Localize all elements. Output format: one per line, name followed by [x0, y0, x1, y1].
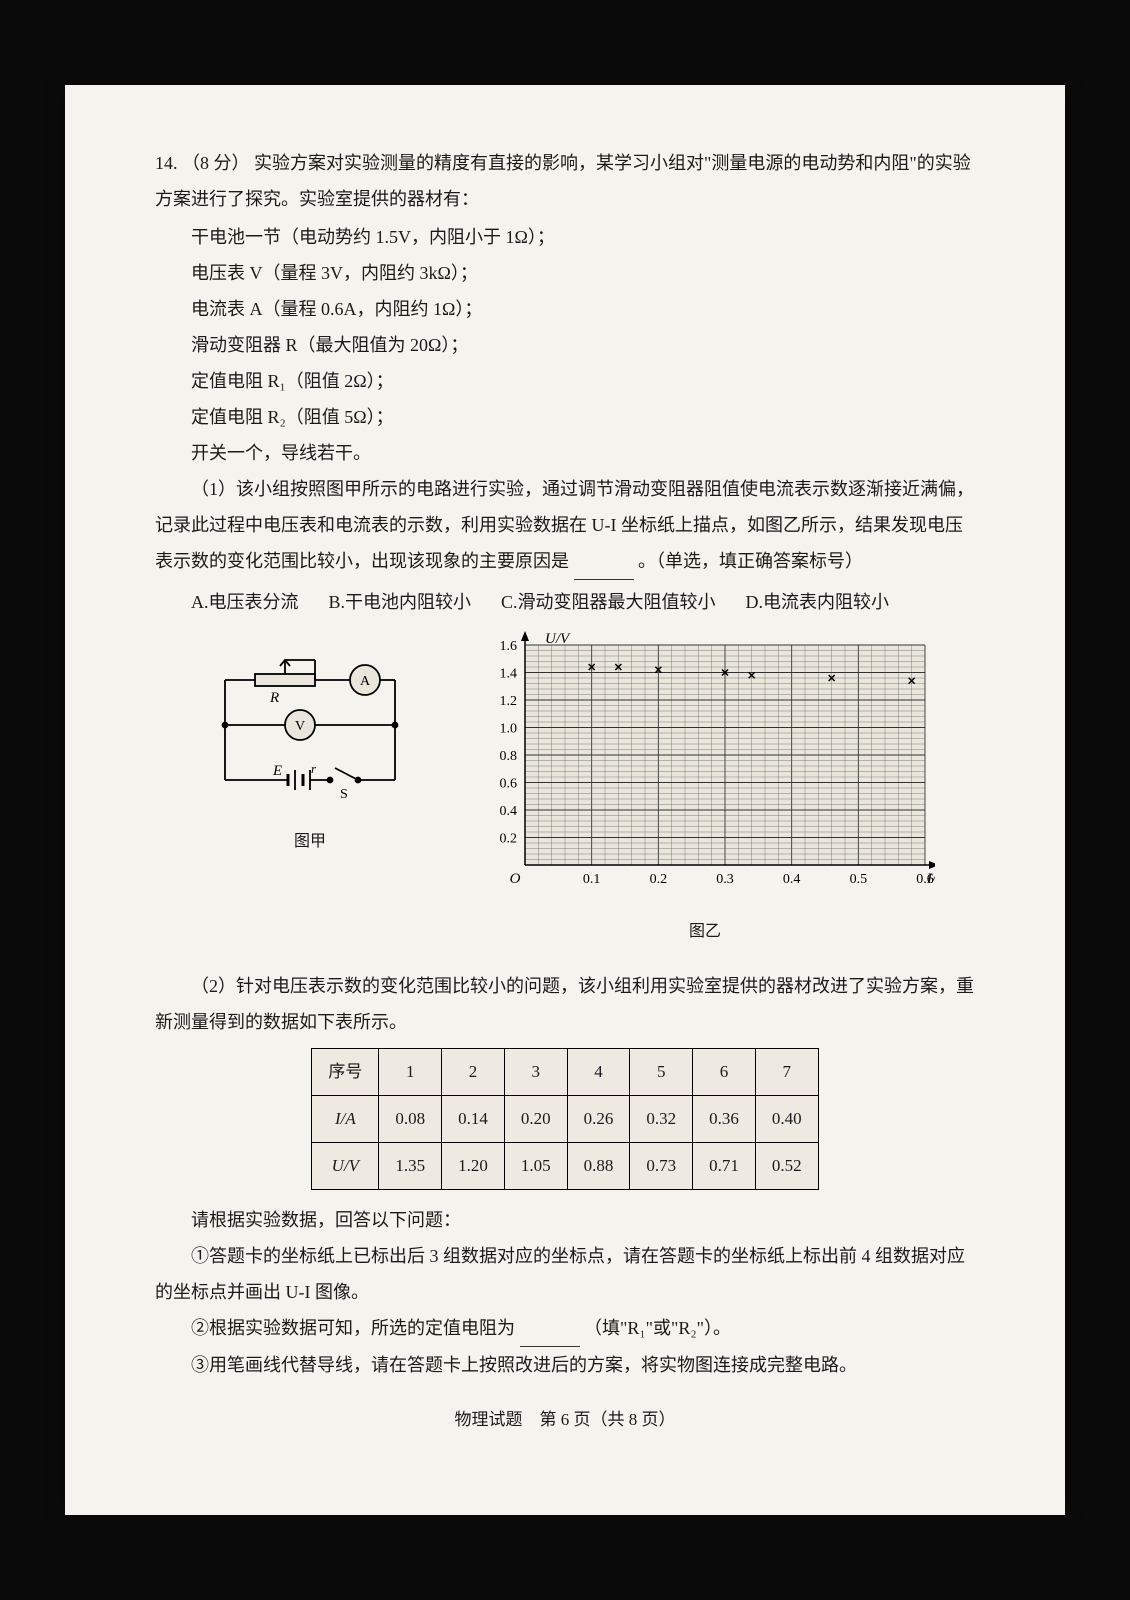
table-cell: 0.32 — [630, 1096, 693, 1143]
table-cell: I/A — [312, 1096, 379, 1143]
blank-2 — [520, 1310, 580, 1347]
material-7: 开关一个，导线若干。 — [155, 435, 975, 471]
figures-row: R A V E r S 图甲 0.1 0.2 0.3 0.4 0.5 0.6 O 0.2 0.4… — [155, 630, 975, 948]
svg-text:0.6: 0.6 — [500, 777, 518, 792]
material-3: 电流表 A（量程 0.6A，内阻约 1Ω）； — [155, 291, 975, 327]
table-header-cell: 3 — [504, 1049, 567, 1096]
question-points: （8 分） — [182, 153, 250, 173]
chart-caption: 图乙 — [475, 916, 935, 948]
part2-q3: ③用笔画线代替导线，请在答题卡上按照改进后的方案，将实物图连接成完整电路。 — [155, 1347, 975, 1383]
svg-text:I/A: I/A — [926, 871, 935, 887]
option-b: B.干电池内阻较小 — [329, 584, 472, 620]
scatter-chart-icon: 0.10.20.30.40.50.6O0.20.40.60.81.01.21.4… — [475, 630, 935, 900]
part2-q2-b: （填"R₁"或"R₂"）。 — [584, 1318, 731, 1338]
circuit-r-label: r — [311, 761, 317, 776]
svg-text:0.5: 0.5 — [850, 872, 868, 887]
part2-q1: ①答题卡的坐标纸上已标出后 3 组数据对应的坐标点，请在答题卡的坐标纸上标出前 … — [155, 1238, 975, 1310]
question-stem: 14. （8 分） 实验方案对实验测量的精度有直接的影响，某学习小组对"测量电源… — [155, 145, 975, 217]
option-c: C.滑动变阻器最大阻值较小 — [501, 584, 716, 620]
table-cell: 0.40 — [755, 1096, 818, 1143]
table-header-cell: 4 — [567, 1049, 630, 1096]
table-cell: 1.20 — [442, 1143, 505, 1190]
table-header-cell: 序号 — [312, 1049, 379, 1096]
svg-text:1.4: 1.4 — [500, 667, 518, 682]
option-d: D.电流表内阻较小 — [746, 584, 890, 620]
part1-suffix: 。（单选，填正确答案标号） — [638, 551, 863, 571]
table-cell: 0.73 — [630, 1143, 693, 1190]
circuit-icon: R A V E r S — [195, 650, 425, 810]
svg-text:0.2: 0.2 — [650, 872, 668, 887]
circuit-E-label: E — [272, 763, 282, 779]
circuit-caption: 图甲 — [195, 826, 425, 858]
question-number: 14. — [155, 153, 178, 173]
circuit-diagram: R A V E r S 图甲 — [195, 650, 425, 858]
option-a: A.电压表分流 — [191, 584, 299, 620]
table-cell: 1.35 — [379, 1143, 442, 1190]
svg-text:0.2: 0.2 — [500, 832, 518, 847]
material-4: 滑动变阻器 R（最大阻值为 20Ω）； — [155, 327, 975, 363]
circuit-S-label: S — [340, 787, 348, 802]
svg-text:0.8: 0.8 — [500, 749, 518, 764]
part2-q2: ②根据实验数据可知，所选的定值电阻为 （填"R₁"或"R₂"）。 — [155, 1310, 975, 1347]
table-header-cell: 5 — [630, 1049, 693, 1096]
table-header-cell: 2 — [442, 1049, 505, 1096]
material-6: 定值电阻 R₂（阻值 5Ω）； — [155, 399, 975, 435]
circuit-A-label: A — [360, 674, 371, 689]
table-header-cell: 6 — [693, 1049, 756, 1096]
exam-page: 14. （8 分） 实验方案对实验测量的精度有直接的影响，某学习小组对"测量电源… — [65, 85, 1065, 1515]
svg-text:1.2: 1.2 — [500, 694, 518, 709]
svg-text:0.1: 0.1 — [583, 872, 601, 887]
table-cell: 0.88 — [567, 1143, 630, 1190]
svg-text:U/V: U/V — [545, 631, 571, 647]
part2-q2-a: ②根据实验数据可知，所选的定值电阻为 — [191, 1318, 515, 1338]
svg-text:0.3: 0.3 — [716, 872, 734, 887]
part2-intro: （2）针对电压表示数的变化范围比较小的问题，该小组利用实验室提供的器材改进了实验… — [155, 968, 975, 1040]
circuit-V-label: V — [295, 719, 305, 734]
table-cell: 0.14 — [442, 1096, 505, 1143]
table-cell: 1.05 — [504, 1143, 567, 1190]
question-intro: 实验方案对实验测量的精度有直接的影响，某学习小组对"测量电源的电动势和内阻"的实… — [155, 153, 971, 209]
table-header-cell: 1 — [379, 1049, 442, 1096]
page-footer: 物理试题 第 6 页（共 8 页） — [155, 1403, 975, 1437]
table-cell: 0.20 — [504, 1096, 567, 1143]
circuit-R-label: R — [269, 690, 279, 706]
table-header-cell: 7 — [755, 1049, 818, 1096]
data-table: 序号1234567 I/A0.080.140.200.260.320.360.40… — [311, 1048, 818, 1190]
blank-1 — [574, 543, 634, 580]
part1-text: （1）该小组按照图甲所示的电路进行实验，通过调节滑动变阻器阻值使电流表示数逐渐接… — [155, 471, 975, 580]
options-row: A.电压表分流 B.干电池内阻较小 C.滑动变阻器最大阻值较小 D.电流表内阻较… — [191, 584, 975, 620]
svg-text:O: O — [510, 871, 521, 887]
table-cell: 0.71 — [693, 1143, 756, 1190]
svg-text:1.6: 1.6 — [500, 639, 518, 654]
part2-prompt: 请根据实验数据，回答以下问题： — [155, 1202, 975, 1238]
chart-container: 0.10.20.30.40.50.6O0.20.40.60.81.01.21.4… — [475, 630, 935, 948]
svg-text:0.4: 0.4 — [500, 804, 518, 819]
table-cell: 0.52 — [755, 1143, 818, 1190]
material-1: 干电池一节（电动势约 1.5V，内阻小于 1Ω）； — [155, 219, 975, 255]
table-cell: 0.08 — [379, 1096, 442, 1143]
table-cell: 0.36 — [693, 1096, 756, 1143]
material-5: 定值电阻 R₁（阻值 2Ω）； — [155, 363, 975, 399]
svg-text:1.0: 1.0 — [500, 722, 518, 737]
table-cell: U/V — [312, 1143, 379, 1190]
svg-text:0.4: 0.4 — [783, 872, 801, 887]
material-2: 电压表 V（量程 3V，内阻约 3kΩ）； — [155, 255, 975, 291]
question-content: 14. （8 分） 实验方案对实验测量的精度有直接的影响，某学习小组对"测量电源… — [155, 145, 975, 1437]
table-cell: 0.26 — [567, 1096, 630, 1143]
